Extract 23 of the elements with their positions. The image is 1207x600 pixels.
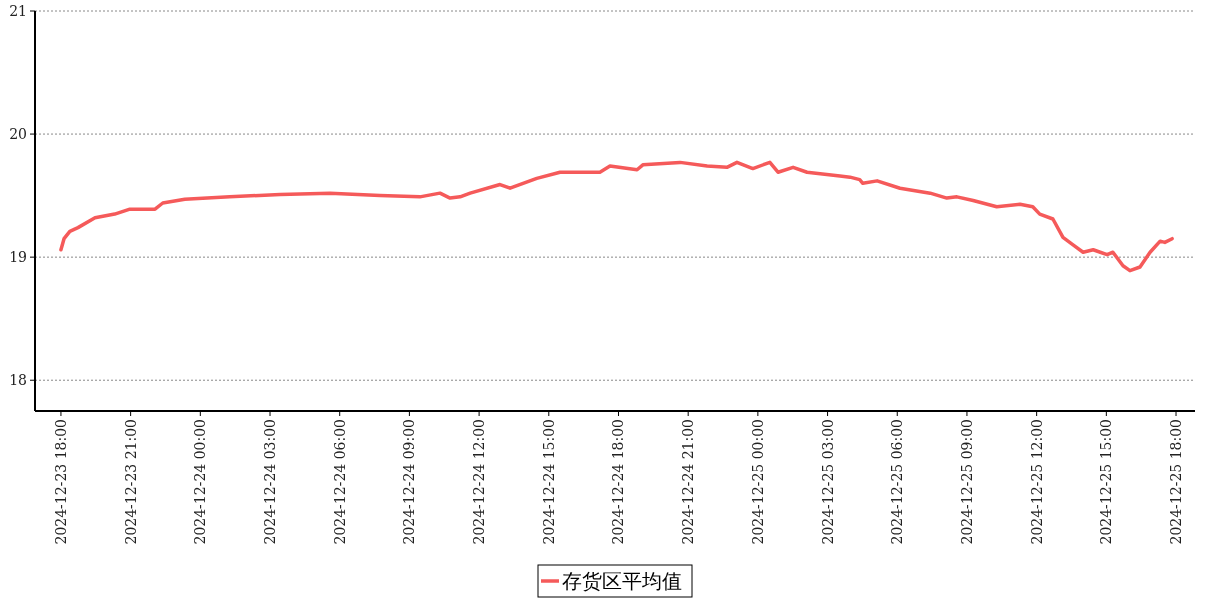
y-tick-label: 18 [9, 372, 27, 389]
legend-label: 存货区平均值 [562, 569, 682, 593]
x-tick-label: 2024-12-24 12:00 [471, 419, 488, 545]
x-tick-label: 2024-12-24 21:00 [680, 419, 697, 545]
line-series [59, 160, 1174, 273]
y-tick-label: 21 [9, 3, 27, 19]
x-tick-label: 2024-12-25 09:00 [958, 419, 975, 545]
x-tick-label: 2024-12-25 03:00 [819, 419, 836, 545]
x-tick-label: 2024-12-24 06:00 [331, 419, 348, 545]
x-tick-label: 2024-12-24 18:00 [610, 419, 627, 545]
x-tick-label: 2024-12-25 12:00 [1028, 419, 1045, 545]
x-tick-label: 2024-12-24 00:00 [192, 419, 209, 545]
x-tick-label: 2024-12-24 09:00 [401, 419, 418, 545]
x-tick-label: 2024-12-23 18:00 [52, 419, 69, 545]
x-tick-label: 2024-12-23 21:00 [122, 419, 139, 545]
x-tick-label: 2024-12-24 03:00 [262, 419, 279, 545]
y-tick-label: 19 [9, 249, 27, 266]
y-tick-label: 20 [9, 126, 27, 143]
x-tick-label: 2024-12-25 06:00 [889, 419, 906, 545]
x-tick-label: 2024-12-24 15:00 [540, 419, 557, 545]
x-tick-label: 2024-12-25 00:00 [749, 419, 766, 545]
x-tick-label: 2024-12-25 18:00 [1168, 419, 1185, 545]
x-tick-label: 2024-12-25 15:00 [1098, 419, 1115, 545]
